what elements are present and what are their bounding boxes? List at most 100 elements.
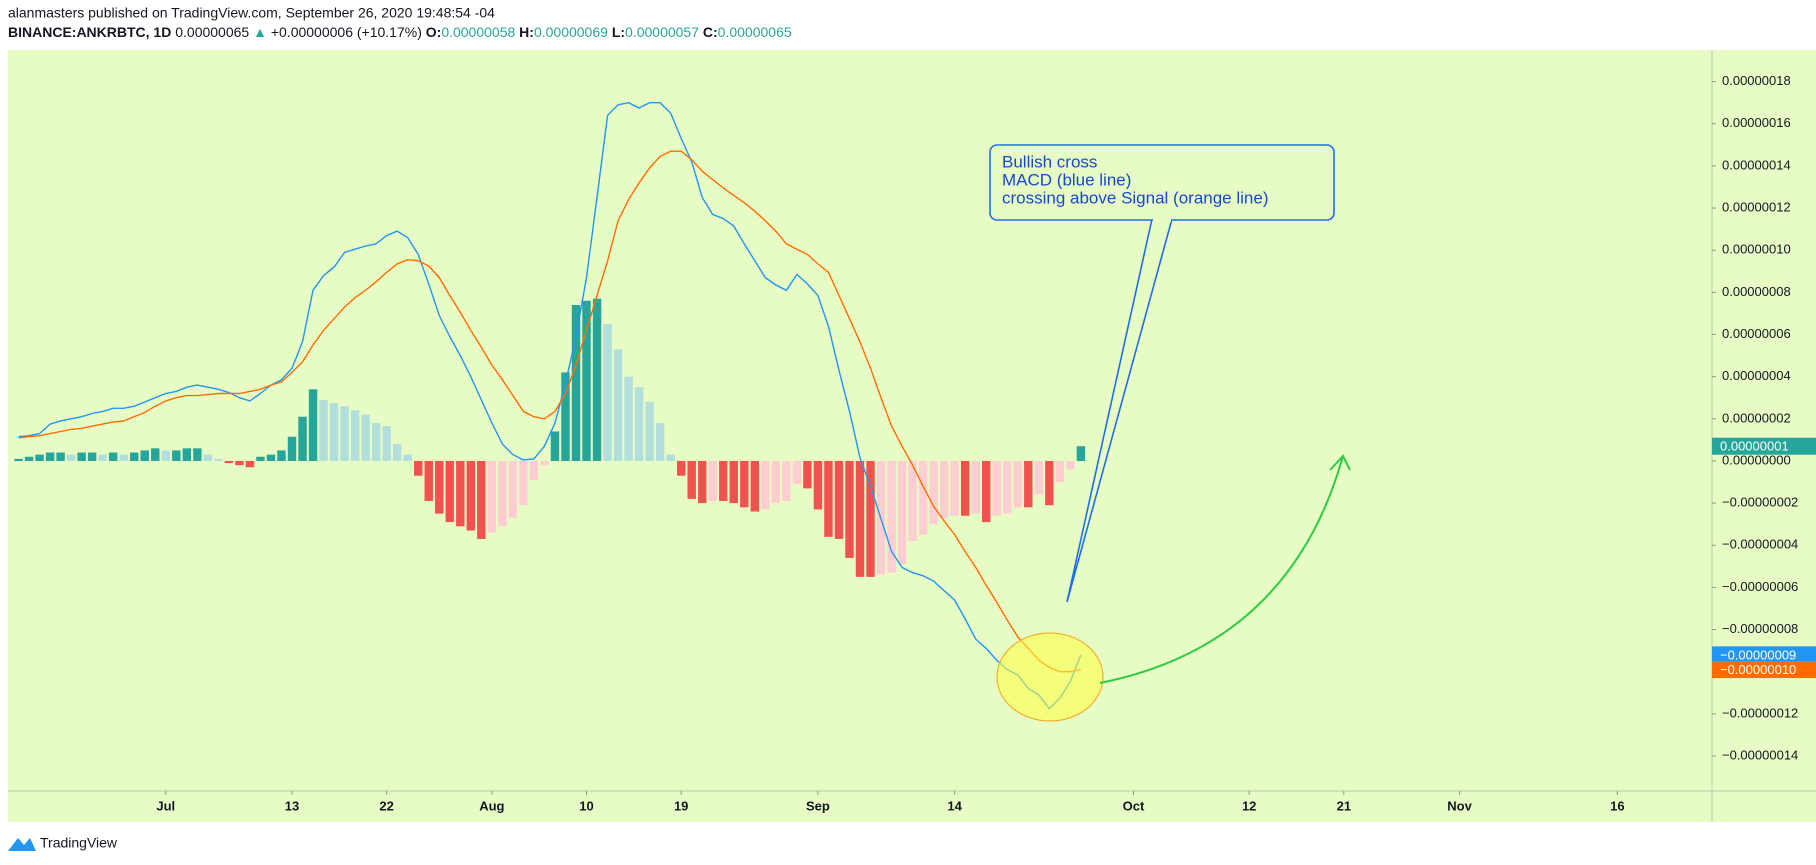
y-tick-label: 0.00000010 — [1722, 242, 1791, 257]
histogram-bar — [466, 460, 476, 531]
histogram-bar — [813, 460, 823, 510]
y-tick-label: 0.00000008 — [1722, 284, 1791, 299]
histogram-bar — [1013, 460, 1022, 508]
histogram-bar — [371, 423, 381, 461]
x-tick-label: Jul — [156, 798, 175, 813]
x-tick-label: 12 — [1242, 798, 1256, 813]
annotation-text: MACD (blue line) — [1002, 170, 1131, 189]
histogram-bar — [119, 454, 128, 461]
histogram-bar — [403, 454, 412, 461]
histogram-bar — [140, 450, 149, 461]
arrow-curve — [1099, 455, 1344, 684]
histogram-bar — [1003, 460, 1012, 514]
callout-join — [1153, 216, 1171, 222]
histogram-bar — [14, 458, 23, 461]
x-tick-label: 21 — [1337, 798, 1351, 813]
brand: TradingView — [40, 835, 118, 851]
ohlc-value: 0.00000069 — [534, 24, 608, 40]
histogram-bar — [571, 305, 581, 461]
histogram-bar — [45, 452, 55, 461]
histogram-bar — [550, 431, 560, 461]
histogram-bar — [771, 460, 781, 504]
histogram-bar — [319, 399, 328, 461]
histogram-bar — [287, 436, 297, 461]
y-tick-label: −0.00000006 — [1722, 579, 1798, 594]
series-line — [18, 150, 1082, 673]
arrow-head — [1329, 454, 1351, 471]
annotation-text: crossing above Signal (orange line) — [1002, 188, 1269, 207]
histogram-bar — [182, 448, 192, 461]
y-tick-label: −0.00000012 — [1722, 705, 1798, 720]
histogram-bar — [361, 414, 370, 461]
histogram-bar — [824, 460, 833, 537]
y-tick-label: −0.00000014 — [1722, 747, 1798, 762]
histogram-bar — [308, 389, 318, 461]
x-tick-label: 14 — [947, 798, 962, 813]
histogram-bar — [424, 460, 433, 502]
annotation-text: Bullish cross — [1002, 152, 1097, 171]
histogram-bar — [508, 460, 518, 518]
price-tag — [1712, 646, 1816, 664]
histogram-bar — [214, 458, 223, 461]
price: 0.00000065 — [175, 24, 249, 40]
histogram-bar — [151, 448, 160, 461]
histogram-bar — [866, 460, 875, 577]
histogram-bar — [645, 401, 654, 461]
plot: 0.00000018 0.00000016 0.00000014 0.00000012… — [14, 73, 1798, 813]
histogram-bar — [708, 460, 717, 502]
histogram-bar — [56, 452, 65, 461]
histogram-bar — [729, 460, 738, 504]
histogram-bar — [582, 300, 591, 461]
histogram-bar — [277, 450, 286, 461]
histogram-bar — [603, 323, 612, 461]
histogram-bar — [256, 456, 265, 461]
y-tick-label: 0.00000004 — [1722, 368, 1791, 383]
histogram-bar — [477, 460, 486, 539]
histogram-bar — [782, 460, 791, 502]
histogram-bar — [392, 444, 402, 461]
histogram-bar — [35, 454, 44, 461]
histogram-bar — [24, 456, 34, 461]
ohlc-label: O: — [426, 24, 442, 40]
histogram-bar — [235, 460, 244, 466]
change: +0.00000006 (+10.17%) — [271, 24, 422, 40]
histogram-bar — [172, 450, 181, 461]
ohlc-label: L: — [612, 24, 625, 40]
histogram-bar — [676, 460, 686, 476]
histogram-bar — [245, 460, 255, 468]
histogram-bar — [130, 452, 139, 461]
histogram-bar — [666, 454, 675, 461]
histogram-bar — [77, 452, 86, 461]
y-tick-label: −0.00000002 — [1722, 495, 1798, 510]
highlight-ellipse — [996, 632, 1104, 722]
price-tag-label: 0.00000001 — [1720, 439, 1789, 454]
histogram-bar — [834, 460, 844, 539]
histogram-bar — [803, 460, 812, 489]
histogram-bar — [1045, 460, 1054, 506]
histogram-bar — [224, 460, 234, 464]
histogram-bar — [382, 426, 391, 461]
price-tag — [1712, 437, 1816, 455]
series-line — [18, 101, 1082, 710]
x-tick-label: 10 — [579, 798, 593, 813]
histogram-bar — [540, 460, 549, 466]
histogram-bar — [887, 460, 896, 573]
x-tick-label: Sep — [806, 798, 830, 813]
histogram-bar — [350, 410, 360, 461]
x-tick-label: 16 — [1610, 798, 1624, 813]
histogram-bar — [908, 460, 917, 542]
price-tag-label: −0.00000009 — [1720, 647, 1796, 662]
histogram-bar — [498, 460, 507, 527]
y-tick-label: 0.00000014 — [1722, 157, 1791, 172]
histogram-bar — [108, 452, 118, 461]
arrow: ▲ — [253, 24, 267, 40]
histogram-bar — [445, 460, 454, 523]
histogram-bar — [687, 460, 696, 499]
histogram-bar — [529, 460, 539, 480]
histogram-bar — [740, 460, 749, 508]
x-tick-label: 22 — [379, 798, 393, 813]
histogram-bar — [1055, 460, 1065, 483]
histogram-bar — [655, 423, 665, 461]
